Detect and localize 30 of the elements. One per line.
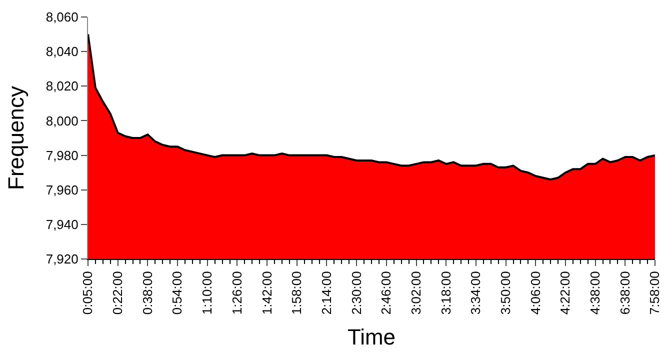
x-tick-label: 2:14:00: [318, 271, 334, 315]
x-tick-label: 4:22:00: [558, 271, 573, 315]
x-tick-label: 6:38:00: [617, 271, 632, 315]
x-tick-label: 4:06:00: [528, 271, 543, 315]
x-tick-label: 0:38:00: [140, 271, 155, 315]
y-axis-title: Frequency: [4, 86, 29, 190]
x-tick-label: 2:30:00: [348, 271, 364, 315]
x-tick-label: 1:42:00: [259, 271, 274, 315]
x-tick-label: 3:50:00: [498, 271, 514, 315]
y-tick-label: 8,060: [46, 10, 78, 25]
x-tick-label: 1:58:00: [289, 271, 304, 315]
x-tick-label: 2:46:00: [378, 271, 394, 315]
x-tick-label: 0:54:00: [170, 271, 185, 315]
y-tick-label: 7,920: [46, 252, 78, 267]
x-tick-label: 0:05:00: [80, 271, 96, 315]
x-tick-label: 7:58:00: [647, 271, 662, 315]
x-tick-label: 1:26:00: [229, 271, 244, 315]
y-tick-label: 7,980: [46, 148, 78, 163]
x-tick-label: 1:10:00: [200, 271, 215, 315]
y-tick-label: 7,960: [46, 182, 78, 198]
y-tick-label: 7,940: [46, 216, 78, 232]
x-tick-label: 3:18:00: [438, 271, 454, 315]
y-tick-label: 8,020: [46, 78, 78, 94]
x-tick-label: 3:02:00: [408, 271, 424, 315]
x-axis-title: Time: [347, 324, 396, 350]
x-tick-label: 0:22:00: [110, 271, 126, 315]
x-tick-label: 3:34:00: [468, 271, 484, 315]
y-tick-label: 8,040: [46, 44, 78, 60]
y-tick-label: 8,000: [46, 113, 78, 128]
x-tick-label: 4:38:00: [588, 271, 603, 315]
